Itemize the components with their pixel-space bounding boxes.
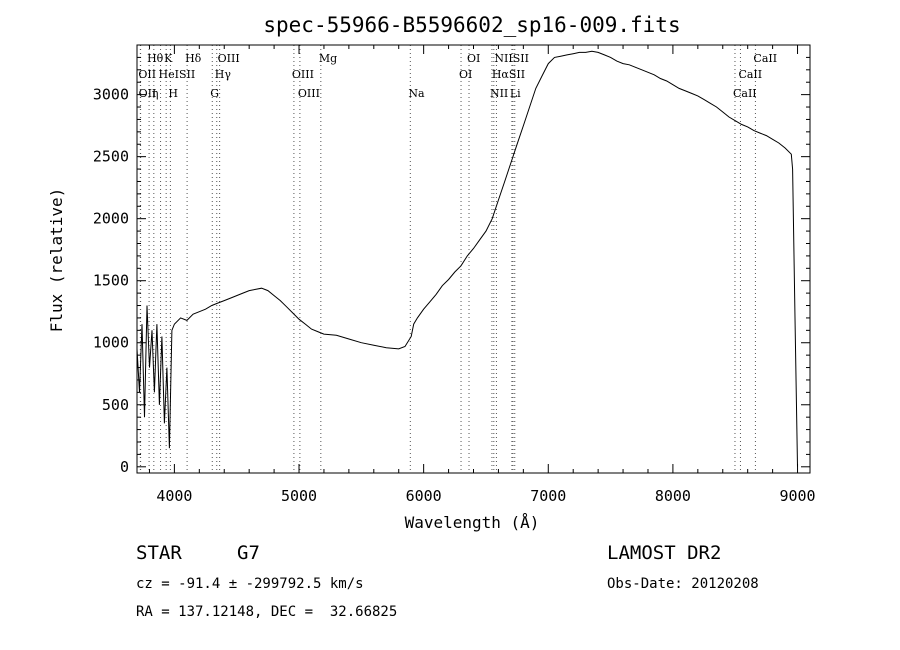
x-tick-label: 7000: [530, 487, 566, 505]
redshift-text: cz = -91.4 ± -299792.5 km/s: [136, 576, 364, 592]
x-axis: 4000 5000 6000 7000 8000 9000: [148, 45, 816, 505]
line-label: HαSII: [492, 68, 525, 81]
line-label: Mg: [319, 52, 337, 65]
line-label: NII: [490, 87, 508, 100]
line-label: η: [152, 87, 159, 100]
line-label: CaII: [733, 87, 757, 100]
line-label: Hθ: [147, 52, 164, 65]
line-label: OII: [139, 87, 157, 100]
x-tick-label: 5000: [281, 487, 317, 505]
line-label: H: [168, 87, 178, 100]
line-label: Hδ: [185, 52, 202, 65]
x-tick-label: 9000: [779, 487, 815, 505]
line-label: CaII: [738, 68, 762, 81]
y-tick-label: 500: [102, 396, 129, 414]
y-axis: 0 500 1000 1500 2000 2500 3000: [93, 56, 810, 476]
line-label: NIISII: [494, 52, 529, 65]
y-tick-label: 2000: [93, 210, 129, 228]
x-tick-label: 4000: [156, 487, 192, 505]
spectrum-series-line: [136, 50, 798, 467]
line-label: CaII: [753, 52, 777, 65]
survey-name: LAMOST DR2: [607, 542, 722, 564]
plot-frame: [136, 44, 811, 474]
line-labels: Hθ K Hδ OIII Mg OI NIISII CaII OII HeISII Hγ OIII OI…: [138, 52, 777, 100]
chart-title: spec-55966-B5596602_sp16-009.fits: [263, 13, 680, 37]
line-label: G: [210, 87, 219, 100]
y-axis-label: Flux (relative): [47, 188, 66, 333]
line-label: OI: [467, 52, 480, 65]
y-tick-label: 0: [120, 458, 129, 476]
line-label: K: [164, 52, 173, 65]
line-label: OIII: [218, 52, 240, 65]
object-class: STAR: [136, 542, 182, 564]
y-tick-label: 1500: [93, 272, 129, 290]
x-tick-label: 8000: [655, 487, 691, 505]
coordinates-text: RA = 137.12148, DEC = 32.66825: [136, 604, 398, 620]
x-tick-label: 6000: [406, 487, 442, 505]
line-label: Hγ: [215, 68, 232, 81]
line-label: OIII: [298, 87, 320, 100]
line-label: OIII: [292, 68, 314, 81]
object-subclass: G7: [237, 542, 260, 564]
line-label: HeISII: [159, 68, 196, 81]
y-tick-label: 2500: [93, 148, 129, 166]
y-tick-label: 1000: [93, 334, 129, 352]
reference-lines: [139, 45, 756, 473]
y-tick-label: 3000: [93, 86, 129, 104]
line-label: OI: [459, 68, 472, 81]
x-axis-label: Wavelength (Å): [405, 513, 540, 532]
line-label: Na: [408, 87, 425, 100]
line-label: OII: [138, 68, 156, 81]
line-label: Li: [510, 87, 521, 100]
obs-date-text: Obs-Date: 20120208: [607, 576, 759, 592]
